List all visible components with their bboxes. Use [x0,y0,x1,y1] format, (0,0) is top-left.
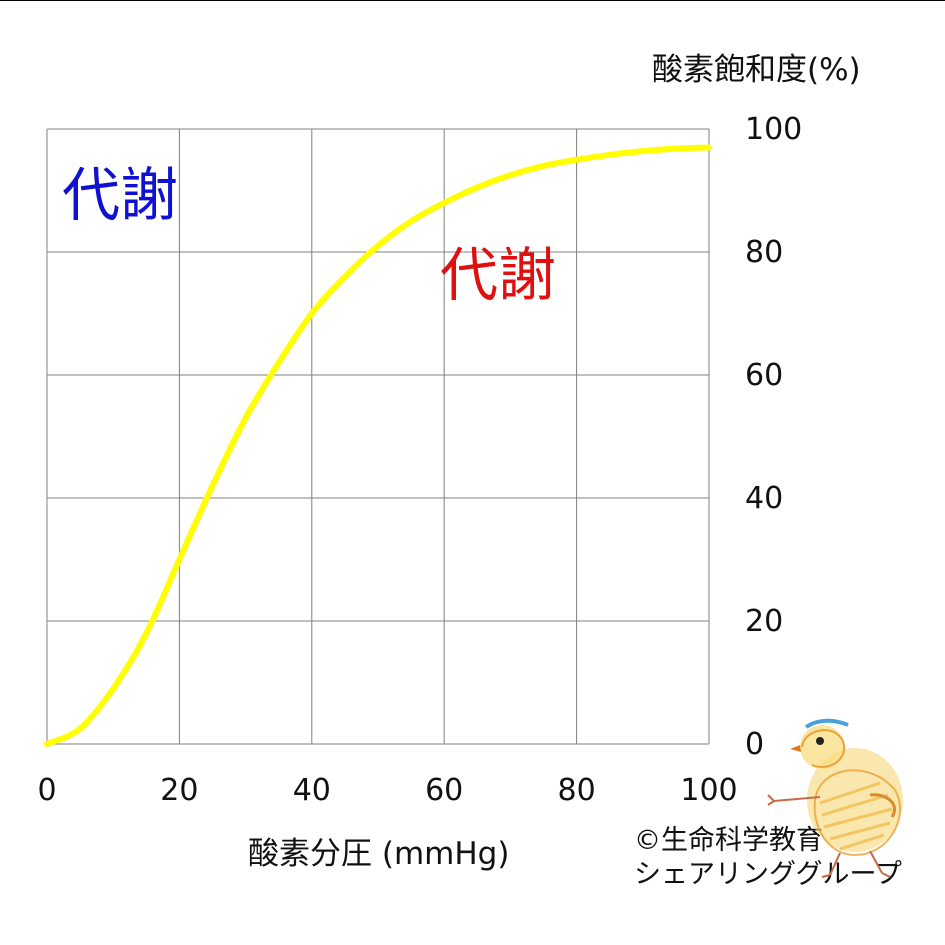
saturation-curve [44,144,712,747]
y-tick-label: 60 [745,358,783,393]
top-border [0,0,945,1]
credit-line-1: ©生命科学教育 [634,825,823,856]
x-tick-label: 60 [425,773,463,808]
chick-drawing-icon [767,718,903,878]
x-tick-label: 0 [37,773,56,808]
y-tick-label: 40 [745,481,783,516]
x-tick-label: 20 [160,773,198,808]
x-tick-label: 80 [558,773,596,808]
x-tick-label: 100 [680,773,737,808]
y-tick-label: 20 [745,604,783,639]
y-tick-label: 100 [745,112,802,147]
x-axis-title: 酸素分圧 (mmHg) [248,836,510,872]
credit-line-2: シェアリンググループ [634,859,902,890]
annotation-red: 代謝 [440,241,557,309]
y-tick-label: 80 [745,235,783,270]
x-tick-label: 40 [293,773,331,808]
y-axis-title: 酸素飽和度(%) [652,52,861,88]
annotation-blue: 代謝 [62,161,179,229]
y-tick-label: 0 [745,727,764,762]
